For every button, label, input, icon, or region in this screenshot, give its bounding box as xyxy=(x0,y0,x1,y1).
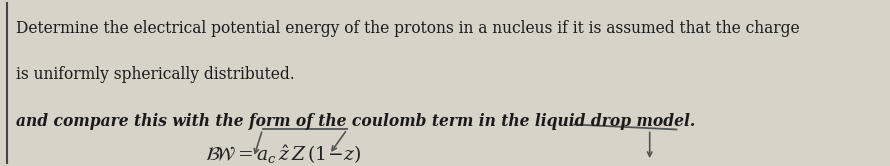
Text: $\mathcal{B}\!\mathcal{W} = a_c\,\hat{z}\,Z\,(1\!-\!z)$: $\mathcal{B}\!\mathcal{W} = a_c\,\hat{z}… xyxy=(205,143,360,166)
Text: is uniformly spherically distributed.: is uniformly spherically distributed. xyxy=(16,66,295,83)
Text: and compare this with the form of the coulomb term in the liquid drop model.: and compare this with the form of the co… xyxy=(16,113,695,130)
Text: Determine the electrical potential energy of the protons in a nucleus if it is a: Determine the electrical potential energ… xyxy=(16,20,799,37)
